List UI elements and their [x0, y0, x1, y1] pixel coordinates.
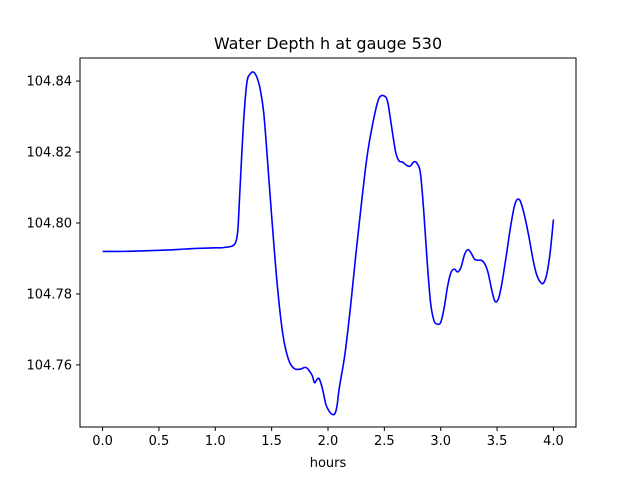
- series-layer: [102, 71, 555, 416]
- x-axis-label: hours: [310, 456, 347, 471]
- y-tick-label: 104.84: [27, 75, 73, 90]
- x-tick-label: 1.0: [205, 434, 226, 449]
- x-tick-label: 3.0: [430, 434, 451, 449]
- x-tick-label: 4.0: [543, 434, 564, 449]
- y-tick-label: 104.80: [27, 216, 73, 231]
- y-tick-label: 104.76: [27, 358, 73, 373]
- x-tick-label: 2.0: [318, 434, 339, 449]
- y-tick-label: 104.78: [27, 287, 73, 302]
- y-tick-label: 104.82: [27, 146, 73, 161]
- x-tick-label: 0.5: [149, 434, 170, 449]
- chart-title: Water Depth h at gauge 530: [214, 34, 442, 53]
- x-tick-label: 2.5: [374, 434, 395, 449]
- x-tick-label: 0.0: [92, 434, 113, 449]
- x-tick-label: 1.5: [261, 434, 282, 449]
- series-line-0: [102, 71, 555, 416]
- x-tick-label: 3.5: [487, 434, 508, 449]
- x-axis-ticks: 0.0 0.5 1.0 1.5 2.0 2.5 3.0 3.5 4.0: [92, 427, 564, 449]
- y-axis-ticks: 104.76 104.78 104.80 104.82 104.84: [27, 75, 80, 373]
